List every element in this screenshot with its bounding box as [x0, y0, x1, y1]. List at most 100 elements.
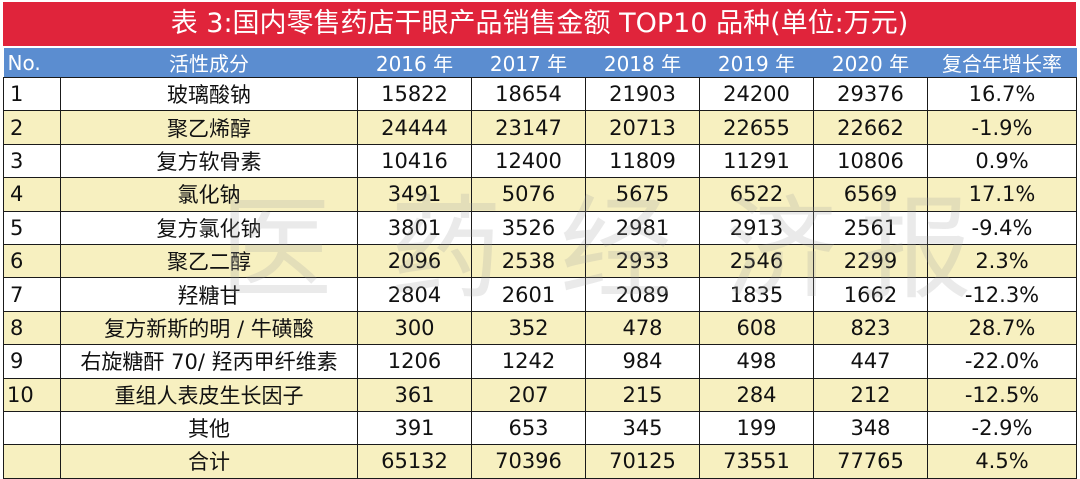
table-cell: 5 [3, 210, 61, 245]
table-row: 7 羟糖甘 2804 2601 2089 1835 1662 -12.3% [3, 277, 1077, 312]
table-cell: 2913 [699, 210, 814, 245]
table-cell: 2601 [471, 277, 586, 312]
table-cell: 聚乙二醇 [60, 243, 358, 279]
table-cell: 21903 [585, 76, 700, 112]
table-cell: 498 [699, 344, 814, 379]
table-row: 其他 391 653 345 199 348 -2.9% [3, 410, 1077, 446]
table-cell: 10806 [813, 143, 928, 179]
table-cell: 300 [357, 310, 472, 346]
table-cell: 984 [585, 344, 700, 379]
header-ingredient: 活性成分 [60, 48, 358, 78]
header-cagr: 复合年增长率 [927, 48, 1077, 78]
table-cell: 73551 [699, 444, 814, 479]
table-cell: 2299 [813, 243, 928, 279]
table-cell: 22662 [813, 110, 928, 145]
table-cell: 3 [3, 143, 61, 179]
table-cell: 8 [3, 310, 61, 346]
table-cell: 24200 [699, 76, 814, 112]
table-cell: 3801 [357, 210, 472, 245]
table-cell: 77765 [813, 444, 928, 479]
table-cell: 10416 [357, 143, 472, 179]
header-2016: 2016 年 [357, 48, 472, 78]
table-cell: 6522 [699, 177, 814, 212]
table-cell: 608 [699, 310, 814, 346]
table-cell: 2933 [585, 243, 700, 279]
table-cell: -22.0% [927, 344, 1077, 379]
table-cell: 复方氯化钠 [60, 210, 358, 245]
table-cell: 16.7% [927, 76, 1077, 112]
table-cell: 羟糖甘 [60, 277, 358, 312]
table-cell: 其他 [60, 410, 358, 446]
table-cell: 284 [699, 377, 814, 412]
table-cell: 2546 [699, 243, 814, 279]
table-cell: 11291 [699, 143, 814, 179]
table-cell: 2.3% [927, 243, 1077, 279]
table-cell: 12400 [471, 143, 586, 179]
table-row: 10 重组人表皮生长因子 361 207 215 284 212 -12.5% [3, 377, 1077, 412]
table-row: 3 复方软骨素 10416 12400 11809 11291 10806 0.9% [3, 143, 1077, 179]
table-cell [3, 444, 61, 479]
table-cell: 1662 [813, 277, 928, 312]
table-cell: 29376 [813, 76, 928, 112]
table-cell: 70125 [585, 444, 700, 479]
table-row: 4 氯化钠 3491 5076 5675 6522 6569 17.1% [3, 177, 1077, 212]
header-2020: 2020 年 [813, 48, 928, 78]
table-cell: -12.5% [927, 377, 1077, 412]
table-cell: 3526 [471, 210, 586, 245]
table-cell: 352 [471, 310, 586, 346]
table-cell: 823 [813, 310, 928, 346]
table-cell: 2096 [357, 243, 472, 279]
table-cell: 212 [813, 377, 928, 412]
table-cell: 2538 [471, 243, 586, 279]
table-row: 9 右旋糖酐 70/ 羟丙甲纤维素 1206 1242 984 498 447 -22.0% [3, 344, 1077, 379]
table-cell: 合计 [60, 444, 358, 479]
table-cell: -12.3% [927, 277, 1077, 312]
header-no: No. [3, 48, 61, 78]
table-cell: 7 [3, 277, 61, 312]
table-cell: 复方软骨素 [60, 143, 358, 179]
table-row: 6 聚乙二醇 2096 2538 2933 2546 2299 2.3% [3, 243, 1077, 279]
table-cell: 391 [357, 410, 472, 446]
table-cell: -9.4% [927, 210, 1077, 245]
table-cell: 207 [471, 377, 586, 412]
table-cell: 4.5% [927, 444, 1077, 479]
sales-table: No. 活性成分 2016 年 2017 年 2018 年 2019 年 202… [3, 48, 1077, 479]
header-2018: 2018 年 [585, 48, 700, 78]
header-2017: 2017 年 [471, 48, 586, 78]
table-cell: 22655 [699, 110, 814, 145]
table-cell: 2089 [585, 277, 700, 312]
table-cell: 6569 [813, 177, 928, 212]
table-cell: 15822 [357, 76, 472, 112]
table-cell: 9 [3, 344, 61, 379]
table-cell: 右旋糖酐 70/ 羟丙甲纤维素 [60, 344, 358, 379]
table-cell: 20713 [585, 110, 700, 145]
table-cell: 2 [3, 110, 61, 145]
table-cell: 1242 [471, 344, 586, 379]
table-cell: 0.9% [927, 143, 1077, 179]
table-cell: 1206 [357, 344, 472, 379]
table-cell: 1835 [699, 277, 814, 312]
table-cell: 199 [699, 410, 814, 446]
table-row: 合计 65132 70396 70125 73551 77765 4.5% [3, 444, 1077, 479]
table-cell: 653 [471, 410, 586, 446]
table-cell: 4 [3, 177, 61, 212]
table-cell: 氯化钠 [60, 177, 358, 212]
table-cell: 65132 [357, 444, 472, 479]
header-row: No. 活性成分 2016 年 2017 年 2018 年 2019 年 202… [3, 48, 1077, 78]
table-cell: 5076 [471, 177, 586, 212]
table-cell: 345 [585, 410, 700, 446]
table-cell: 348 [813, 410, 928, 446]
table-cell: 28.7% [927, 310, 1077, 346]
table-body: 1 玻璃酸钠 15822 18654 21903 24200 29376 16.7% 2 聚乙烯醇… [3, 76, 1077, 479]
table-cell: 玻璃酸钠 [60, 76, 358, 112]
table-cell: 23147 [471, 110, 586, 145]
table-row: 2 聚乙烯醇 24444 23147 20713 22655 22662 -1.9% [3, 110, 1077, 145]
table-cell: 17.1% [927, 177, 1077, 212]
table-cell: 1 [3, 76, 61, 112]
table-cell: 5675 [585, 177, 700, 212]
table-cell: 2561 [813, 210, 928, 245]
table-cell: 215 [585, 377, 700, 412]
table-title: 表 3:国内零售药店干眼产品销售金额 TOP10 品种(单位:万元) [3, 2, 1076, 46]
table-row: 5 复方氯化钠 3801 3526 2981 2913 2561 -9.4% [3, 210, 1077, 245]
